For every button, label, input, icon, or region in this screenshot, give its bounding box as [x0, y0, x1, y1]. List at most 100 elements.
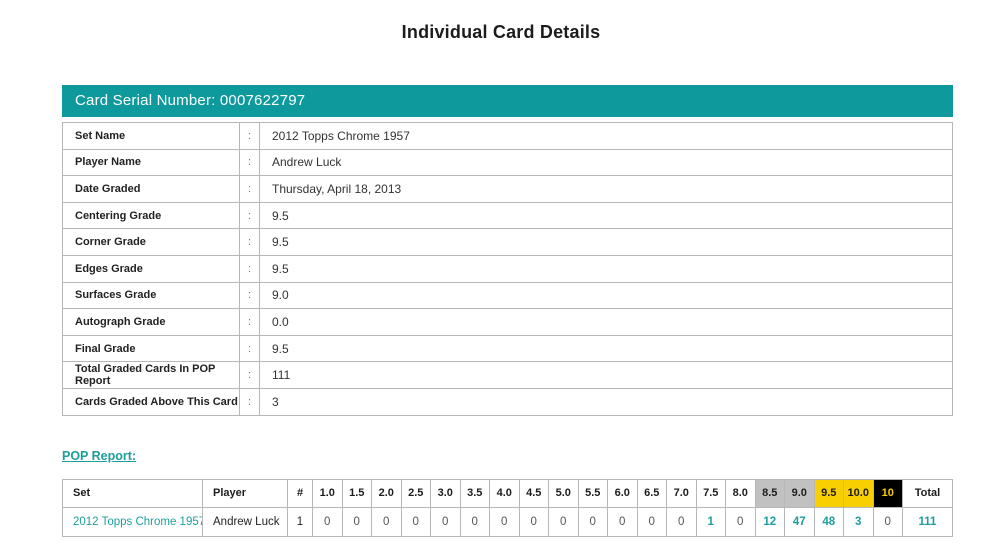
pop-header-cell-1-0: 1.0: [312, 478, 343, 509]
detail-label: Autograph Grade: [62, 308, 240, 336]
pop-value-cell: 0: [459, 507, 490, 537]
pop-value-cell: 0: [518, 507, 549, 537]
pop-header-cell-4-5: 4.5: [518, 478, 549, 509]
serial-number-banner: Card Serial Number: 0007622797: [62, 85, 953, 117]
detail-value: 111: [259, 361, 953, 389]
pop-value-cell: 3: [843, 507, 874, 537]
details-table: Set Name:2012 Topps Chrome 1957 Player Na…: [62, 122, 953, 416]
pop-header-cell-2-0: 2.0: [371, 478, 402, 509]
detail-value: 9.5: [259, 201, 953, 230]
detail-separator: :: [239, 228, 260, 256]
pop-header-cell-6-5: 6.5: [636, 478, 667, 509]
detail-value: 0.0: [259, 308, 953, 336]
pop-value-cell: 12: [754, 507, 785, 537]
pop-value-cell: 0: [872, 507, 903, 537]
pop-value-cell: 1: [287, 507, 313, 537]
pop-report-link[interactable]: POP Report:: [62, 448, 137, 463]
detail-value: 9.5: [259, 228, 953, 256]
detail-row: Centering Grade:9.5: [62, 201, 953, 230]
detail-row: Player Name: Andrew Luck: [62, 148, 953, 177]
pop-header-cell-set: Set: [62, 478, 203, 509]
detail-separator: :: [239, 201, 260, 230]
pop-value-cell: 0: [607, 507, 638, 537]
detail-label: Player Name: [62, 148, 240, 177]
detail-separator: :: [239, 281, 260, 310]
pop-header-cell--: #: [287, 478, 313, 509]
detail-row: Surfaces Grade:9.0: [62, 281, 953, 310]
pop-value-cell: 1: [695, 507, 726, 537]
detail-value: 2012 Topps Chrome 1957: [259, 122, 953, 150]
pop-header-row: Set Player #1.0 1.5 2.0 2.5 3.0 3.5 4.0 4.5 5.0 5.5…: [62, 478, 953, 509]
pop-header-cell-6-0: 6.0: [607, 478, 638, 509]
pop-value-cell: 47: [784, 507, 815, 537]
detail-label: Set Name: [62, 122, 240, 150]
pop-value-cell: 0: [400, 507, 431, 537]
detail-value: Thursday, April 18, 2013: [259, 175, 953, 203]
pop-value-cell: 0: [666, 507, 697, 537]
details-table-body: Set Name:2012 Topps Chrome 1957 Player Na…: [62, 122, 953, 416]
detail-label: Edges Grade: [62, 254, 240, 283]
pop-value-cell: 111: [902, 507, 953, 537]
detail-label: Date Graded: [62, 175, 240, 203]
pop-value-cell: 0: [725, 507, 756, 537]
pop-header-cell-10-0: 10.0: [843, 478, 874, 509]
detail-label: Final Grade: [62, 334, 240, 363]
pop-header-cell-player: Player: [202, 478, 288, 509]
pop-value-cell: 0: [548, 507, 579, 537]
detail-label: Surfaces Grade: [62, 281, 240, 310]
detail-separator: :: [239, 122, 260, 150]
detail-label: Centering Grade: [62, 201, 240, 230]
detail-separator: :: [239, 175, 260, 203]
pop-value-cell: 0: [636, 507, 667, 537]
pop-player-cell: Andrew Luck: [202, 507, 288, 537]
pop-value-cell: 48: [813, 507, 844, 537]
pop-header-cell-3-5: 3.5: [459, 478, 490, 509]
pop-header-cell-10: 10: [872, 478, 903, 509]
pop-header-cell-7-0: 7.0: [666, 478, 697, 509]
pop-header-cell-5-0: 5.0: [548, 478, 579, 509]
detail-separator: :: [239, 254, 260, 283]
detail-row: Cards Graded Above This Card:3: [62, 387, 953, 416]
pop-value-cell: 0: [489, 507, 520, 537]
pop-value-cell: 0: [371, 507, 402, 537]
pop-header-cell-9-0: 9.0: [784, 478, 815, 509]
pop-header-cell-7-5: 7.5: [695, 478, 726, 509]
detail-separator: :: [239, 387, 260, 416]
detail-row: Autograph Grade:0.0: [62, 308, 953, 336]
pop-header-cell-1-5: 1.5: [341, 478, 372, 509]
detail-row: Set Name:2012 Topps Chrome 1957: [62, 122, 953, 150]
detail-row: Corner Grade:9.5: [62, 228, 953, 256]
detail-label: Cards Graded Above This Card: [62, 387, 240, 416]
detail-separator: :: [239, 334, 260, 363]
pop-header-cell-8-0: 8.0: [725, 478, 756, 509]
detail-label: Total Graded Cards In POP Report: [62, 361, 240, 389]
pop-value-cell: 0: [577, 507, 608, 537]
pop-header-cell-4-0: 4.0: [489, 478, 520, 509]
pop-header-cell-8-5: 8.5: [754, 478, 785, 509]
pop-value-cell: 0: [312, 507, 343, 537]
main-content: Card Serial Number: 0007622797 Set Name:…: [62, 85, 953, 537]
pop-header-cell-9-5: 9.5: [813, 478, 844, 509]
detail-value: 3: [259, 387, 953, 416]
pop-header-cell-5-5: 5.5: [577, 478, 608, 509]
pop-value-cell: 0: [341, 507, 372, 537]
pop-header-cell-3-0: 3.0: [430, 478, 461, 509]
detail-row: Final Grade:9.5: [62, 334, 953, 363]
detail-separator: :: [239, 308, 260, 336]
pop-set-link[interactable]: 2012 Topps Chrome 1957: [73, 515, 203, 528]
pop-value-cell: 0: [430, 507, 461, 537]
pop-data-row: 2012 Topps Chrome 1957 Andrew Luck 1 0 0 0 0 0 0…: [62, 507, 953, 537]
pop-report-table: Set Player #1.0 1.5 2.0 2.5 3.0 3.5 4.0 4.5 5.0 5.5…: [62, 478, 953, 537]
pop-header-cell-total: Total: [902, 478, 953, 509]
detail-separator: :: [239, 361, 260, 389]
detail-value: 9.0: [259, 281, 953, 310]
detail-value: Andrew Luck: [259, 148, 953, 177]
detail-value: 9.5: [259, 254, 953, 283]
page-title: Individual Card Details: [401, 22, 601, 42]
detail-row: Total Graded Cards In POP Report:111: [62, 361, 953, 389]
detail-label: Corner Grade: [62, 228, 240, 256]
detail-row: Edges Grade:9.5: [62, 254, 953, 283]
detail-row: Date Graded: Thursday, April 18, 2013: [62, 175, 953, 203]
pop-header-cell-2-5: 2.5: [400, 478, 431, 509]
detail-separator: :: [239, 148, 260, 177]
